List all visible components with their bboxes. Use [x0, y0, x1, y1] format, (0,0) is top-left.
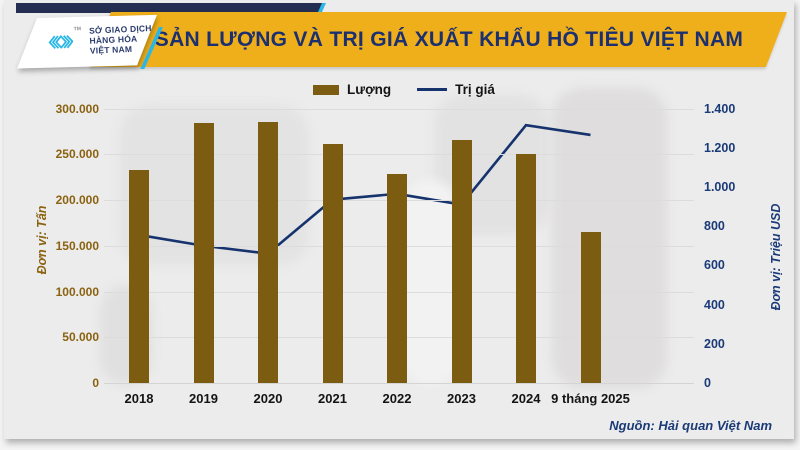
left-axis-tick-label: 100.000: [55, 284, 99, 299]
left-axis-tick-label: 250.000: [55, 147, 99, 162]
header-navy-bar: [16, 3, 322, 13]
legend-label-value: Trị giá: [455, 82, 495, 97]
x-axis-line: [104, 383, 694, 384]
bar-9-tháng-2025: [580, 232, 601, 383]
right-axis-tick-label: 1.400: [704, 101, 736, 116]
right-axis-tick-label: 1.200: [704, 140, 736, 155]
gridline: [104, 154, 694, 156]
legend-swatch-value: [417, 88, 448, 91]
right-axis-tick-label: 600: [704, 258, 725, 273]
x-axis-label: 2024: [511, 391, 541, 406]
bar-2024: [516, 154, 536, 383]
left-axis-tick-label: 300.000: [55, 101, 99, 116]
x-axis-label: 2021: [318, 391, 347, 406]
left-axis-tick-label: 50.000: [62, 330, 99, 345]
mxv-logo-icon: [48, 34, 74, 49]
bar-2022: [387, 174, 407, 383]
right-axis-tick-label: 1.000: [704, 179, 736, 194]
bar-2018: [129, 169, 149, 383]
legend-label-volume: Lượng: [347, 82, 392, 97]
left-axis-tick-label: 200.000: [55, 193, 99, 207]
page-title: SẢN LƯỢNG VÀ TRỊ GIÁ XUẤT KHẨU HỒ TIÊU V…: [154, 27, 744, 51]
gridline: [104, 108, 694, 110]
bar-2023: [451, 139, 472, 383]
x-axis-label: 9 tháng 2025: [551, 391, 630, 406]
title-banner: SẢN LƯỢNG VÀ TRỊ GIÁ XUẤT KHẨU HỒ TIÊU V…: [89, 12, 788, 67]
trademark-mark: TM: [73, 26, 82, 33]
x-axis-label: 2020: [253, 391, 283, 406]
bar-2021: [322, 144, 343, 383]
chart-card: SẢN LƯỢNG VÀ TRỊ GIÁ XUẤT KHẨU HỒ TIÊU V…: [4, 0, 794, 439]
bar-2020: [258, 122, 278, 383]
left-axis-tick-label: 150.000: [55, 238, 99, 253]
org-logo: TM SỞ GIAO DỊCH HÀNG HÓA VIỆT NAM: [17, 14, 157, 69]
right-axis-tick-label: 800: [704, 219, 725, 234]
org-name-line: VIỆT NAM: [89, 43, 133, 56]
right-axis-tick-label: 400: [704, 297, 725, 312]
legend-swatch-volume: [313, 84, 340, 95]
value-line-series: [138, 123, 591, 255]
chart-legend: Lượng Trị giá: [4, 82, 794, 97]
org-name: SỞ GIAO DỊCH HÀNG HÓA VIỆT NAM: [89, 23, 153, 56]
right-axis-tick-label: 200: [704, 336, 725, 351]
bar-2019: [193, 123, 214, 383]
source-note: Nguồn: Hải quan Việt Nam: [609, 418, 772, 433]
right-axis-tick-label: 0: [704, 376, 711, 390]
x-axis-label: 2019: [189, 391, 218, 406]
left-axis-tick-label: 0: [92, 376, 99, 390]
right-axis-unit-label: Đơn vị: Triệu USD: [769, 203, 783, 311]
x-axis-label: 2022: [382, 391, 412, 406]
x-axis-label: 2018: [124, 391, 154, 406]
map-watermark: [402, 180, 459, 385]
x-axis-label: 2023: [447, 391, 476, 406]
